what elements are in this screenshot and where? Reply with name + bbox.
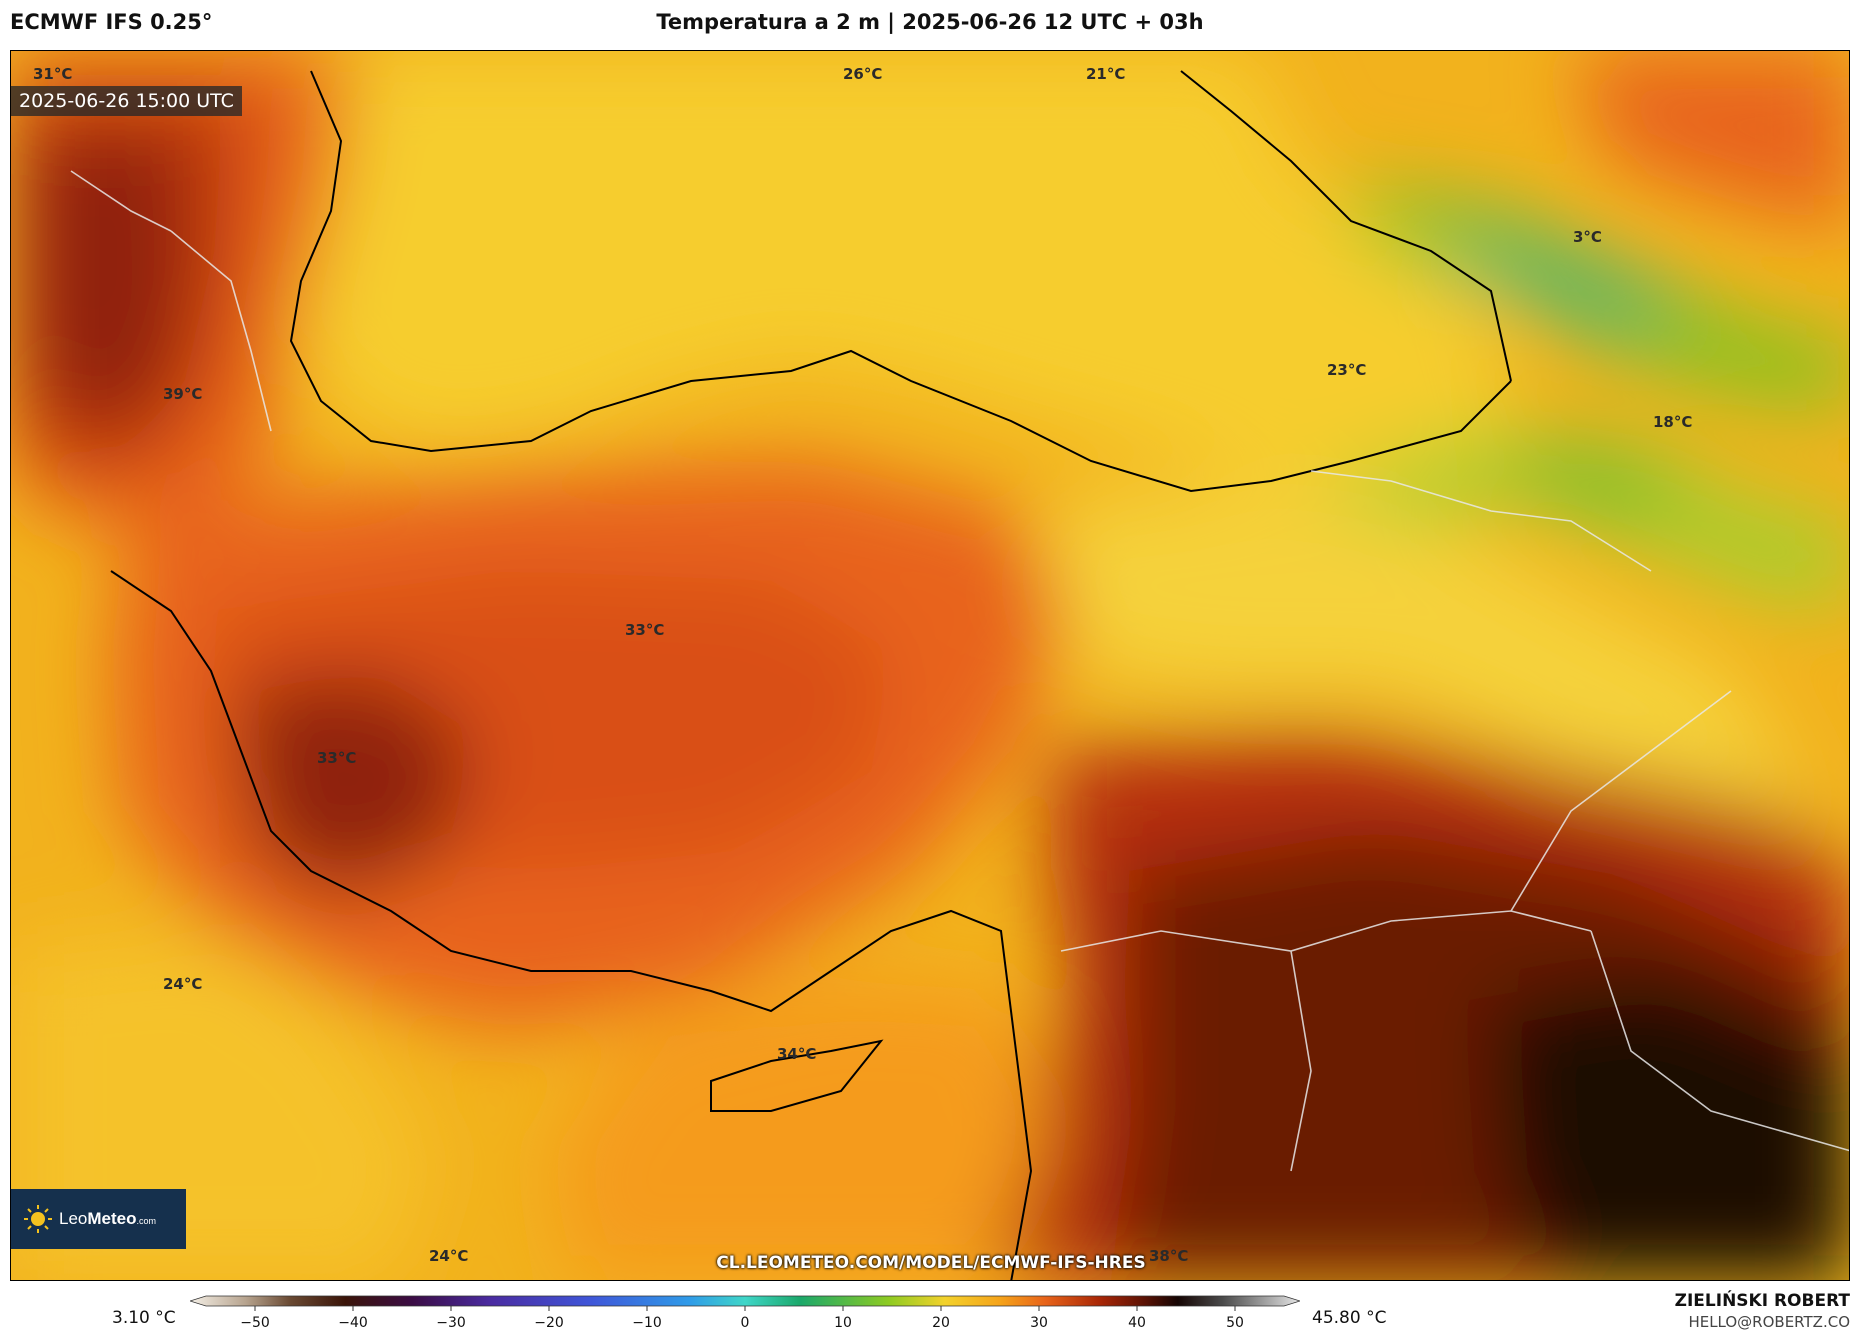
author-block: ZIELIŃSKI ROBERT HELLO@ROBERTZ.CO [1675,1291,1850,1331]
leometeo-logo[interactable]: LeoMeteo.com [11,1189,186,1249]
colorbar-tick-label: −10 [632,1315,662,1331]
colorbar-tick-label: −20 [534,1315,564,1331]
temperature-label: 33°C [625,621,665,639]
sun-icon [24,1205,52,1233]
temperature-label: 31°C [33,65,73,83]
logo-wordmark: LeoMeteo.com [59,1209,157,1228]
colorbar-tick-label: −40 [338,1315,368,1331]
colorbar-tick-label: 30 [1030,1315,1048,1331]
colorbar-scale: −50 −40 −30 −20 −10 0 10 20 30 40 50 [190,1295,1300,1331]
valid-time-badge: 2025-06-26 15:00 UTC [11,86,242,116]
temperature-label: 26°C [843,65,883,83]
colorbar-tick-label: −30 [436,1315,466,1331]
colorbar-tick-label: 0 [741,1315,750,1331]
temperature-label: 23°C [1327,361,1367,379]
temperature-label: 39°C [163,385,203,403]
temperature-label: 24°C [163,975,203,993]
colorbar: 3.10 °C [0,1290,1860,1339]
author-email: HELLO@ROBERTZ.CO [1688,1313,1850,1331]
colorbar-tick-label: 20 [932,1315,950,1331]
temperature-label: 34°C [777,1045,817,1063]
colorbar-min-label: 3.10 °C [112,1308,176,1328]
author-name: ZIELIŃSKI ROBERT [1674,1291,1850,1311]
temperature-label: 24°C [429,1247,469,1265]
colorbar-tick-label: 10 [834,1315,852,1331]
temperature-label: 3°C [1573,228,1602,246]
temperature-label: 33°C [317,749,357,767]
source-url: CL.LEOMETEO.COM/MODEL/ECMWF-IFS-HRES [716,1253,1146,1273]
model-label: ECMWF IFS 0.25° [10,10,213,34]
colorbar-tick-label: 50 [1226,1315,1244,1331]
map-title: Temperatura a 2 m | 2025-06-26 12 UTC + … [656,10,1204,34]
temperature-label: 38°C [1149,1247,1189,1265]
colorbar-max-label: 45.80 °C [1312,1308,1387,1328]
map-area[interactable]: 2025-06-26 15:00 UTC 31°C 26°C 21°C 3°C … [10,50,1850,1281]
temperature-label: 21°C [1086,65,1126,83]
temperature-label: 18°C [1653,413,1693,431]
colorbar-tick-label: 40 [1128,1315,1146,1331]
temperature-field [11,51,1849,1280]
colorbar-tick-label: −50 [240,1315,270,1331]
